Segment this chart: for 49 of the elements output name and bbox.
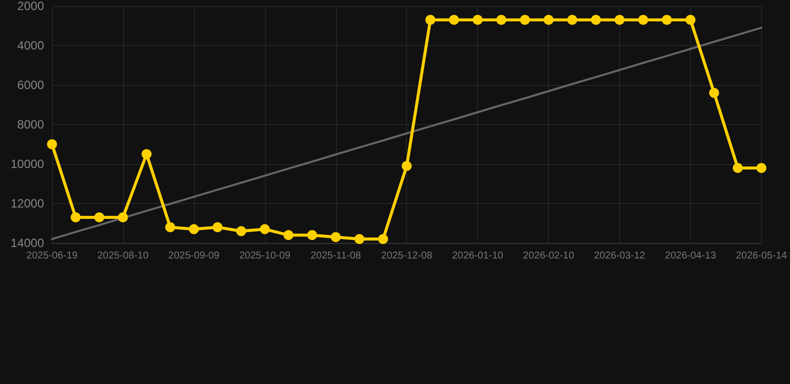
point <box>638 14 648 25</box>
point <box>425 14 436 25</box>
y-tick-label: 8000 <box>17 118 44 132</box>
point <box>165 222 176 232</box>
point <box>402 160 412 171</box>
point <box>378 234 388 244</box>
y-tick-label: 2000 <box>17 0 44 13</box>
y-tick-label: 14000 <box>10 236 44 250</box>
point <box>520 14 530 25</box>
y-tick-label: 6000 <box>17 78 44 92</box>
x-tick-label: 2025-06-19 <box>26 250 78 262</box>
point <box>590 14 601 25</box>
point <box>212 222 223 232</box>
point <box>449 14 460 25</box>
point <box>685 14 696 25</box>
y-tick-label: 12000 <box>10 196 44 210</box>
x-tick-label: 2025-12-08 <box>381 250 433 262</box>
point <box>260 224 270 234</box>
point <box>496 14 506 25</box>
x-tick-label: 2026-02-10 <box>523 250 575 262</box>
x-tick-label: 2026-05-14 <box>736 250 788 262</box>
point <box>142 149 152 160</box>
x-tick-label: 2026-04-13 <box>664 250 716 262</box>
x-tick-label: 2025-09-09 <box>168 250 220 262</box>
point <box>567 14 578 25</box>
point <box>307 230 318 240</box>
point <box>732 162 743 173</box>
point <box>472 14 483 25</box>
x-tick-label: 2026-03-12 <box>594 250 646 262</box>
y-tick-label: 4000 <box>17 38 44 52</box>
point <box>354 234 364 244</box>
point <box>709 88 720 98</box>
y-tick-label: 10000 <box>10 157 44 171</box>
point <box>47 139 57 150</box>
point <box>94 212 104 222</box>
point <box>330 232 341 242</box>
x-tick-label: 2025-10-09 <box>239 250 291 262</box>
point <box>544 14 554 25</box>
point <box>118 212 128 222</box>
x-tick-label: 2026-01-10 <box>452 250 504 262</box>
point <box>188 224 199 234</box>
point <box>756 162 766 173</box>
point <box>70 212 81 222</box>
point <box>662 14 672 25</box>
x-tick-label: 2025-11-08 <box>310 250 362 262</box>
x-tick-label: 2025-08-10 <box>97 250 149 262</box>
point <box>236 226 246 236</box>
point <box>614 14 625 25</box>
point <box>283 230 294 240</box>
